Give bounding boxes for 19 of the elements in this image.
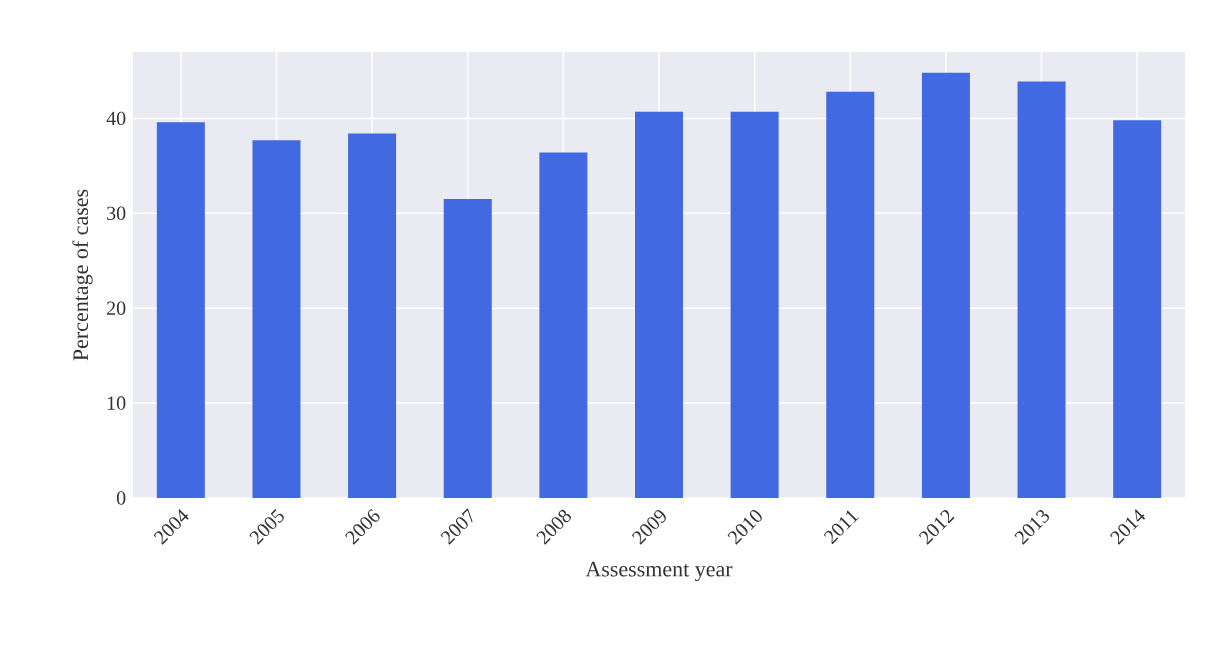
y-tick-label: 10 (107, 396, 126, 410)
bar (826, 91, 875, 498)
y-tick-label: 0 (116, 491, 126, 505)
bar (635, 111, 683, 498)
bar (348, 133, 397, 498)
x-tick-label: 2011 (823, 510, 859, 545)
bar (443, 199, 492, 498)
x-axis-title: Assessment year (585, 561, 733, 582)
bar (730, 111, 779, 498)
bar (1017, 81, 1066, 498)
bar (156, 122, 205, 498)
y-tick-label: 30 (107, 206, 126, 221)
bar (1113, 120, 1162, 498)
y-tick-label: 20 (107, 301, 126, 315)
bar (252, 140, 301, 498)
y-tick-label: 40 (106, 111, 126, 126)
bar (921, 72, 970, 498)
bar (539, 152, 588, 498)
y-axis-title: Percentage of cases (72, 189, 93, 361)
